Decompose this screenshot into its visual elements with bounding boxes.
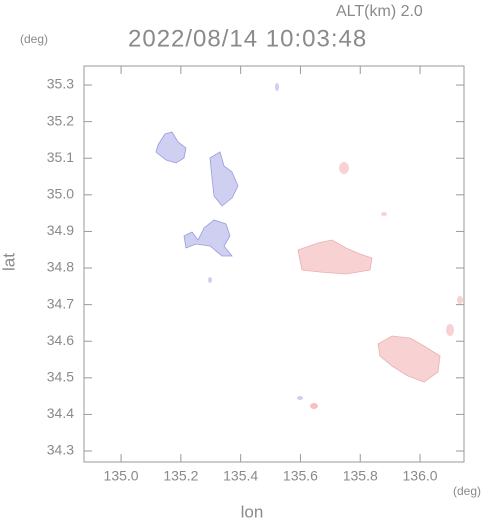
y-tick-label: 34.7: [47, 295, 74, 311]
y-tick-label: 35.3: [47, 76, 74, 92]
y-tick-label: 34.3: [47, 442, 74, 458]
subtitle: ALT(km) 2.0: [336, 3, 423, 20]
x-tick-label: 135.2: [163, 468, 198, 484]
plot-frame: [83, 65, 465, 463]
x-tick-label: 135.6: [283, 468, 318, 484]
x-tick-label: 136.0: [403, 468, 438, 484]
y-axis-label: lat: [0, 253, 18, 271]
y-tick-label: 35.2: [47, 112, 74, 128]
echo-regions: [155, 83, 463, 409]
y-tick-label: 34.4: [47, 405, 74, 421]
y-tick-label: 34.6: [47, 332, 74, 348]
x-tick-label: 135.8: [343, 468, 378, 484]
y-tick-label: 34.8: [47, 259, 74, 275]
x-unit: (deg): [453, 484, 481, 498]
x-axis-label: lon: [241, 502, 264, 521]
y-tick-label: 34.9: [47, 222, 74, 238]
chart-title: 2022/08/14 10:03:48: [128, 25, 367, 52]
x-tick-label: 135.0: [104, 468, 139, 484]
y-unit: (deg): [20, 32, 48, 46]
y-tick-label: 35.1: [47, 149, 74, 165]
y-tick-label: 34.5: [47, 369, 74, 385]
x-tick-label: 135.4: [223, 468, 258, 484]
y-tick-label: 35.0: [47, 186, 74, 202]
